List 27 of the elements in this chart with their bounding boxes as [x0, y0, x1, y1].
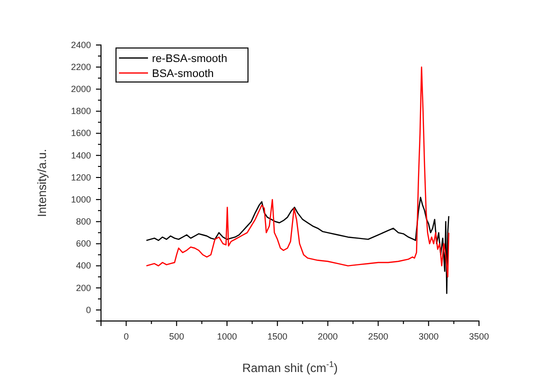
y-tick-label: 400: [76, 260, 91, 271]
x-tick-label: 1500: [267, 331, 288, 342]
y-tick-label: 1400: [70, 150, 91, 160]
x-tick-label: 3500: [468, 331, 490, 342]
legend-label: BSA-smooth: [152, 68, 214, 80]
y-tick-label: 2200: [70, 62, 91, 72]
x-tick-label: 1000: [216, 331, 238, 342]
y-tick-label: 1600: [70, 128, 91, 138]
y-tick-label: 2400: [70, 40, 91, 50]
x-tick-label: 2500: [368, 331, 388, 342]
y-tick-label: 1000: [70, 194, 91, 204]
y-tick-label: 2000: [70, 84, 91, 94]
x-axis-title: Raman shit (cm$^{-1}$): [242, 359, 338, 375]
x-tick-label: 0: [124, 331, 129, 342]
y-tick-label: 200: [76, 282, 91, 293]
line-series: [146, 66, 450, 278]
x-tick-label: 500: [169, 331, 184, 342]
line-series: [146, 196, 450, 294]
y-tick-label: 1200: [70, 172, 91, 182]
x-tick-label: 2000: [318, 331, 338, 342]
y-tick-label: 800: [76, 216, 91, 227]
y-axis-title: Intensity/a.u.: [35, 148, 49, 218]
x-tick-label: 3000: [418, 331, 439, 342]
y-tick-label: 1800: [70, 106, 91, 116]
y-tick-label: 600: [76, 238, 91, 249]
legend-label: re-BSA-smooth: [152, 53, 228, 65]
y-tick-label: 0: [86, 304, 91, 315]
